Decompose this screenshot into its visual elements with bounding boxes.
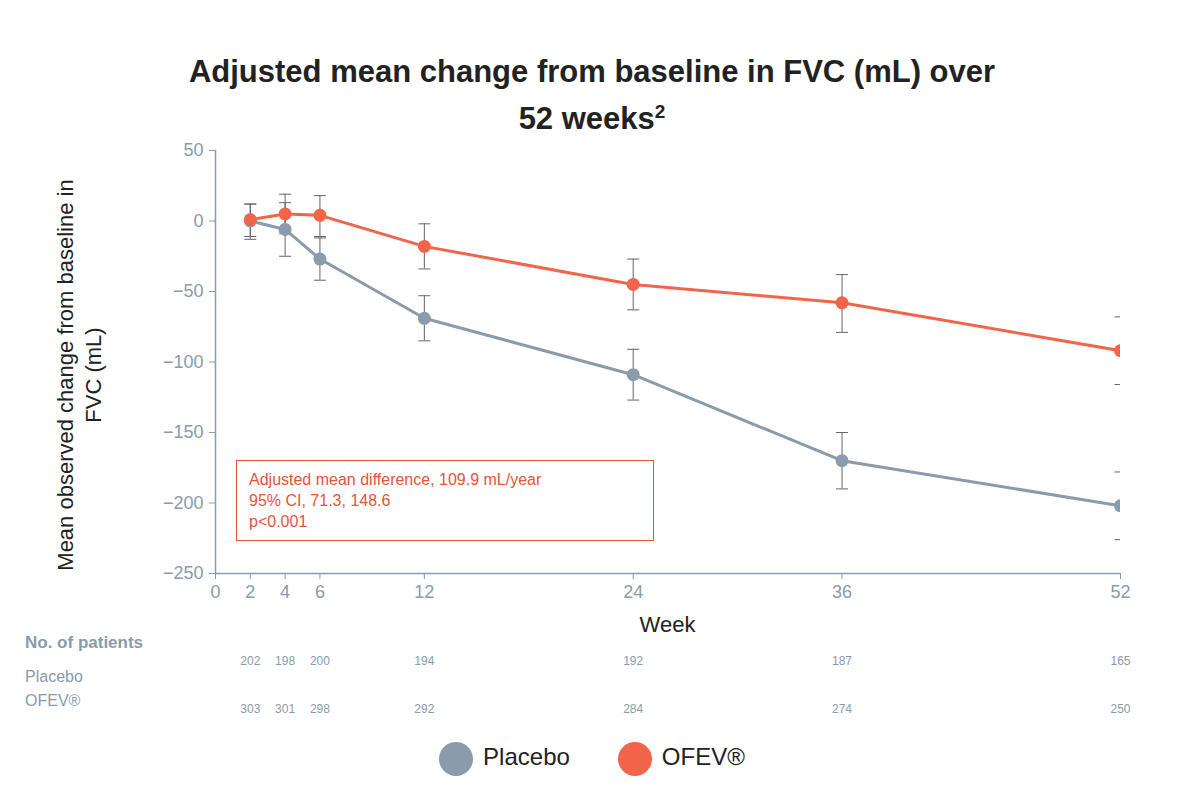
svg-text:0: 0 <box>210 582 220 602</box>
svg-text:192: 192 <box>623 655 643 668</box>
svg-text:36: 36 <box>832 582 852 602</box>
html-text:Placebo: Placebo <box>483 743 570 771</box>
svg-text:202: 202 <box>240 655 260 668</box>
svg-text:12: 12 <box>414 582 434 602</box>
svg-text:165: 165 <box>1110 655 1130 668</box>
svg-text:301: 301 <box>275 702 295 715</box>
html-text:Adjusted mean difference, 109.: Adjusted mean difference, 109.9 mL/year <box>249 471 542 488</box>
svg-text:−250: −250 <box>163 563 204 583</box>
html-text:Mean observed change from base: Mean observed change from baseline in FV… <box>53 179 106 571</box>
svg-text:200: 200 <box>310 655 330 668</box>
svg-text:24: 24 <box>623 582 643 602</box>
svg-text:50: 50 <box>183 140 203 160</box>
html-text:p<0.001: p<0.001 <box>249 513 308 530</box>
svg-text:0: 0 <box>193 211 203 231</box>
html-text:95% CI, 71.3, 148.6: 95% CI, 71.3, 148.6 <box>249 492 391 509</box>
svg-text:194: 194 <box>414 655 434 668</box>
svg-text:187: 187 <box>832 655 852 668</box>
svg-text:−100: −100 <box>163 352 204 372</box>
svg-text:52: 52 <box>1110 582 1130 602</box>
html-text:OFEV®: OFEV® <box>661 743 745 771</box>
svg-text:284: 284 <box>623 702 643 715</box>
html-text:No. of patients: No. of patients <box>25 633 144 652</box>
svg-text:4: 4 <box>280 582 290 602</box>
svg-text:274: 274 <box>832 702 852 715</box>
svg-text:303: 303 <box>240 702 260 715</box>
svg-text:250: 250 <box>1110 702 1130 715</box>
svg-text:6: 6 <box>315 582 325 602</box>
html-text:Placebo: Placebo <box>25 668 83 685</box>
svg-text:−150: −150 <box>163 422 204 442</box>
svg-text:−200: −200 <box>163 493 204 513</box>
svg-text:2: 2 <box>245 582 255 602</box>
html-text:Adjusted mean change from base: Adjusted mean change from baseline in FV… <box>188 54 996 137</box>
svg-text:298: 298 <box>310 702 330 715</box>
svg-text:292: 292 <box>414 702 434 715</box>
svg-text:−50: −50 <box>173 281 204 301</box>
svg-text:198: 198 <box>275 655 295 668</box>
html-text:OFEV®: OFEV® <box>25 692 81 709</box>
html-text:Week: Week <box>639 612 696 637</box>
